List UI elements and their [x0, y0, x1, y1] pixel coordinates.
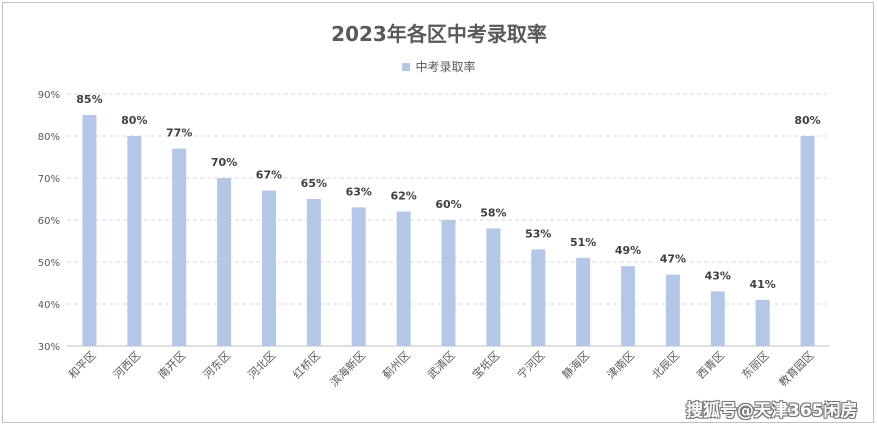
bar: [396, 211, 411, 346]
data-label: 80%: [794, 114, 820, 127]
bar: [755, 299, 770, 346]
y-tick-label: 40%: [38, 300, 60, 311]
bar: [576, 257, 591, 346]
x-tick-label: 西青区: [694, 349, 727, 382]
bar: [800, 136, 815, 346]
legend-label: 中考录取率: [415, 60, 476, 74]
data-label: 58%: [480, 206, 506, 219]
data-label: 47%: [660, 253, 686, 266]
x-tick-label: 教育园区: [776, 348, 817, 389]
x-tick-label: 蓟州区: [380, 349, 413, 382]
data-label: 80%: [121, 114, 147, 127]
chart-legend: 中考录取率: [0, 58, 878, 75]
bar: [486, 228, 501, 346]
bar: [217, 178, 232, 346]
bar: [351, 207, 366, 346]
x-tick-label: 东丽区: [739, 349, 772, 382]
y-tick-label: 90%: [38, 90, 60, 101]
data-label: 53%: [525, 227, 551, 240]
data-label: 77%: [166, 127, 192, 140]
legend-swatch: [402, 63, 411, 71]
bar: [172, 148, 187, 346]
x-tick-label: 南开区: [156, 349, 189, 382]
data-label: 43%: [705, 269, 731, 282]
data-label: 60%: [435, 198, 461, 211]
y-tick-label: 50%: [38, 258, 60, 269]
x-tick-label: 河东区: [201, 349, 234, 382]
y-tick-label: 80%: [38, 132, 60, 143]
data-label: 41%: [750, 278, 776, 291]
chart-title: 2023年各区中考录取率: [331, 22, 547, 46]
x-tick-label: 宁河区: [514, 348, 547, 381]
watermark: 搜狐号@天津365闲房: [686, 401, 858, 421]
bar: [621, 266, 636, 346]
data-label: 62%: [390, 190, 416, 203]
x-tick-label: 津南区: [605, 349, 638, 382]
bar: [710, 291, 725, 346]
x-tick-label: 武清区: [425, 349, 458, 382]
data-label: 67%: [256, 169, 282, 182]
x-tick-label: 宝坻区: [469, 348, 502, 381]
x-tick-label: 滨海新区: [327, 348, 368, 389]
y-tick-label: 70%: [38, 174, 60, 185]
x-tick-label: 静海区: [559, 348, 592, 381]
data-label: 49%: [615, 244, 641, 257]
x-tick-label: 北辰区: [650, 349, 683, 382]
y-tick-label: 60%: [38, 216, 60, 227]
bar: [441, 220, 456, 346]
bar: [261, 190, 276, 346]
x-tick-label: 和平区: [66, 349, 99, 382]
data-label: 51%: [570, 236, 596, 249]
bar: [82, 115, 97, 346]
x-tick-label: 河北区: [246, 349, 279, 382]
data-label: 65%: [301, 177, 327, 190]
data-label: 63%: [346, 185, 372, 198]
chart-frame: [2, 2, 874, 423]
data-label: 85%: [76, 93, 102, 106]
data-label: 70%: [211, 156, 237, 169]
x-tick-label: 红桥区: [290, 349, 323, 382]
y-tick-label: 30%: [38, 342, 60, 353]
bar: [127, 136, 142, 346]
x-tick-label: 河西区: [111, 349, 144, 382]
bar: [306, 199, 321, 346]
bar: [665, 274, 680, 346]
bar: [531, 249, 546, 346]
